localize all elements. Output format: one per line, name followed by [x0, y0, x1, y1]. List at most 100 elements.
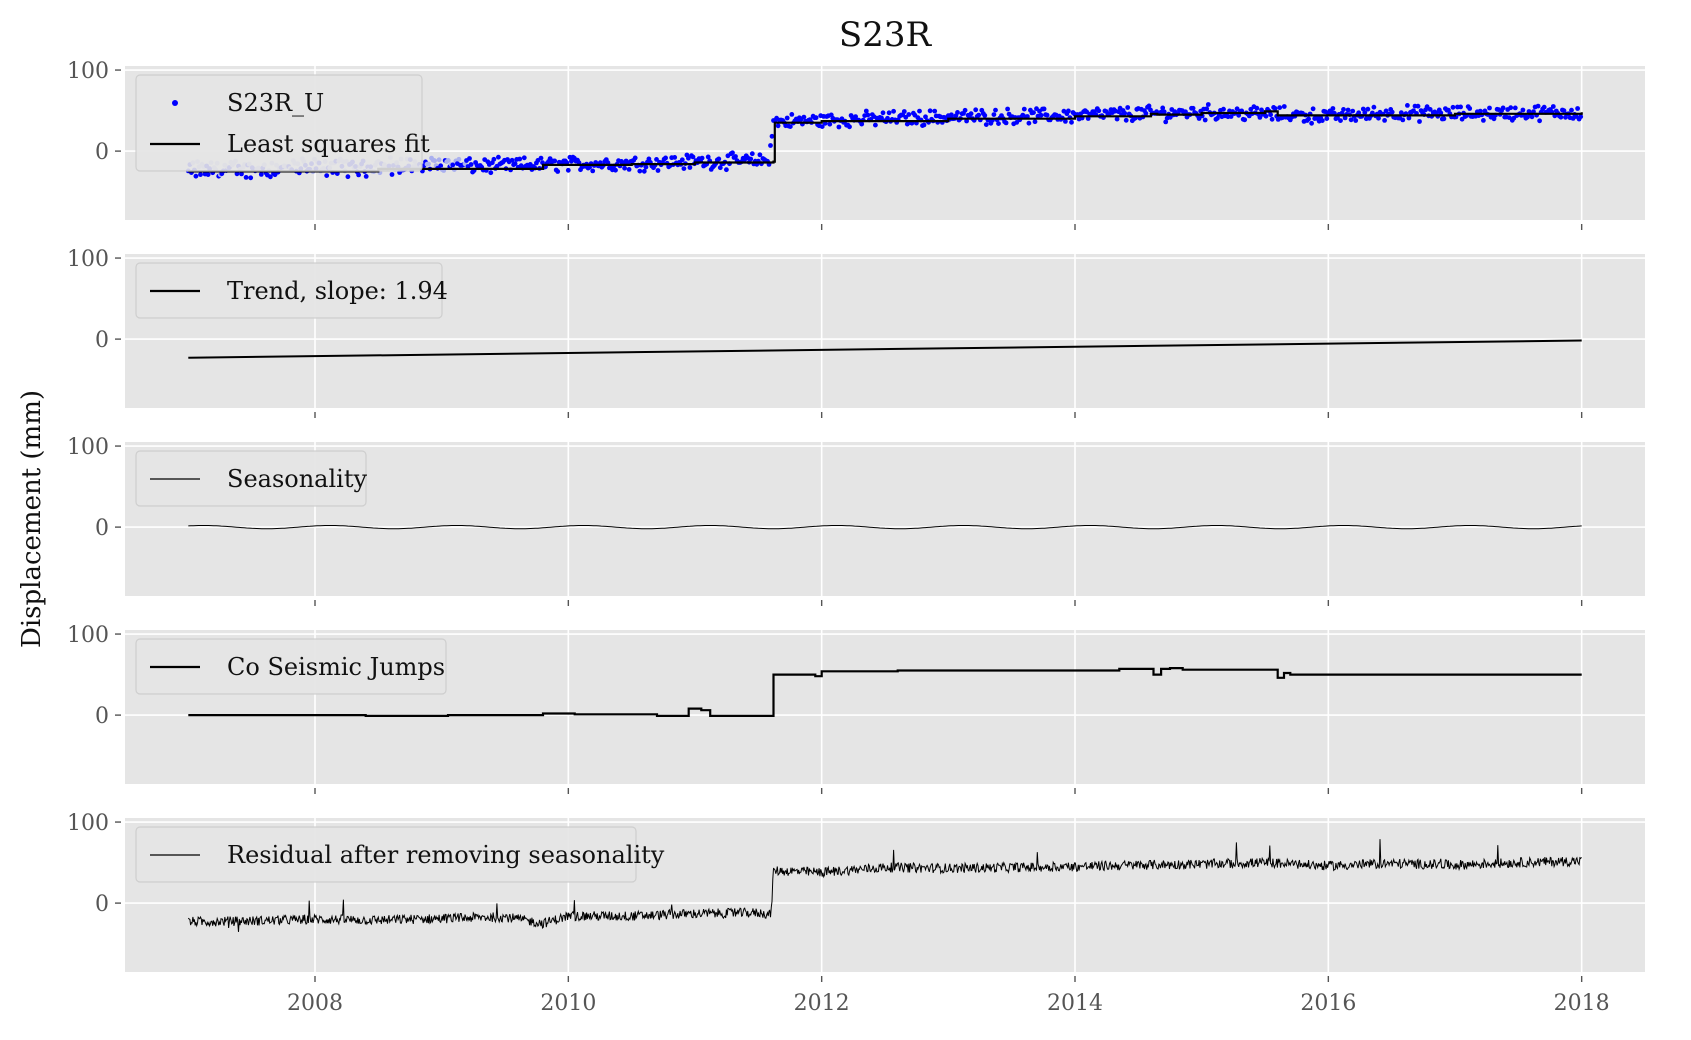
x-tick-label: 2018	[1554, 991, 1610, 1016]
data-point	[1506, 115, 1512, 120]
data-point	[1254, 105, 1260, 111]
data-point	[1021, 106, 1027, 112]
data-point	[1032, 119, 1038, 125]
data-point	[1382, 118, 1387, 123]
data-point	[787, 124, 793, 129]
data-point	[993, 107, 998, 113]
data-point	[324, 173, 330, 179]
data-point	[1348, 117, 1354, 123]
data-point	[847, 124, 852, 130]
legend-residual: Residual after removing seasonality	[135, 826, 665, 883]
data-point	[1069, 119, 1074, 125]
data-point	[1438, 110, 1444, 116]
data-point	[819, 124, 825, 129]
data-point	[769, 133, 775, 139]
data-point	[768, 143, 773, 148]
legend-box	[135, 638, 447, 695]
panel-background	[125, 442, 1645, 596]
data-point	[1066, 108, 1071, 114]
data-point	[1228, 114, 1234, 119]
data-point	[784, 115, 790, 121]
data-point	[1003, 120, 1009, 126]
data-point	[1146, 103, 1152, 109]
data-point	[1044, 112, 1050, 118]
data-point	[1309, 120, 1314, 126]
data-point	[1417, 119, 1422, 124]
data-point	[1487, 105, 1492, 111]
data-point	[239, 171, 244, 177]
data-point	[917, 108, 922, 114]
data-point	[949, 112, 954, 118]
x-tick-label: 2010	[540, 991, 596, 1016]
data-point	[1356, 110, 1362, 116]
data-point	[243, 175, 249, 180]
data-point	[637, 168, 643, 174]
panel-residual: 2008 2010 2012 2014 2016 2018 0 100 Residual aft…	[67, 811, 1645, 1016]
data-point	[1268, 112, 1273, 118]
data-point	[1163, 119, 1169, 125]
data-point	[1535, 103, 1541, 109]
data-point	[716, 156, 722, 162]
data-point	[234, 171, 240, 177]
data-point	[1353, 118, 1359, 123]
data-point	[687, 165, 693, 170]
data-point	[654, 157, 659, 162]
data-point	[1360, 106, 1366, 112]
data-point	[865, 112, 871, 118]
data-point	[363, 174, 369, 179]
data-point	[879, 115, 884, 121]
data-point	[1427, 107, 1433, 112]
data-point	[1575, 106, 1580, 111]
x-tick-label: 2014	[1047, 991, 1103, 1016]
data-point	[891, 108, 896, 114]
data-point	[632, 155, 638, 161]
data-point	[1125, 105, 1131, 110]
data-point	[1578, 114, 1584, 120]
data-point	[1350, 108, 1356, 114]
data-point	[932, 108, 938, 114]
data-point	[1370, 110, 1375, 116]
data-point	[467, 156, 472, 161]
panel-trend: 0 100 Trend, slope: 1.94	[67, 247, 1645, 418]
data-point	[1558, 114, 1564, 120]
data-point	[775, 123, 781, 129]
data-point	[1550, 104, 1556, 109]
data-point	[1500, 105, 1506, 111]
data-point	[1405, 103, 1410, 108]
data-point	[873, 122, 878, 128]
legend-label: Residual after removing seasonality	[227, 841, 665, 869]
data-point	[1202, 117, 1208, 123]
data-point	[859, 121, 865, 127]
data-point	[836, 124, 842, 130]
data-point	[1441, 116, 1447, 122]
data-point	[1508, 105, 1514, 111]
panel-jumps: 0 100 Co Seismic Jumps	[67, 623, 1645, 794]
data-point	[730, 150, 735, 156]
data-point	[1114, 116, 1120, 122]
data-point	[901, 109, 907, 114]
data-point	[488, 170, 494, 176]
data-point	[1324, 116, 1330, 121]
chart-title: S23R	[839, 15, 933, 55]
data-point	[1123, 117, 1129, 123]
data-point	[827, 121, 833, 127]
data-point	[1005, 106, 1010, 112]
data-point	[1038, 112, 1044, 118]
data-point	[468, 162, 474, 167]
y-tick-label: 100	[67, 247, 109, 272]
data-point	[672, 155, 678, 160]
data-point	[626, 167, 632, 172]
data-point	[1281, 104, 1287, 109]
data-point	[1481, 118, 1486, 123]
panel-data	[188, 667, 1582, 717]
data-point	[921, 122, 927, 128]
data-point	[613, 167, 618, 173]
data-point	[1242, 117, 1248, 123]
y-tick-label: 0	[95, 328, 109, 353]
y-tick-label: 100	[67, 811, 109, 836]
data-point	[1096, 108, 1102, 114]
legend-label: Seasonality	[227, 465, 367, 493]
data-point	[927, 108, 933, 114]
data-point	[655, 168, 661, 173]
